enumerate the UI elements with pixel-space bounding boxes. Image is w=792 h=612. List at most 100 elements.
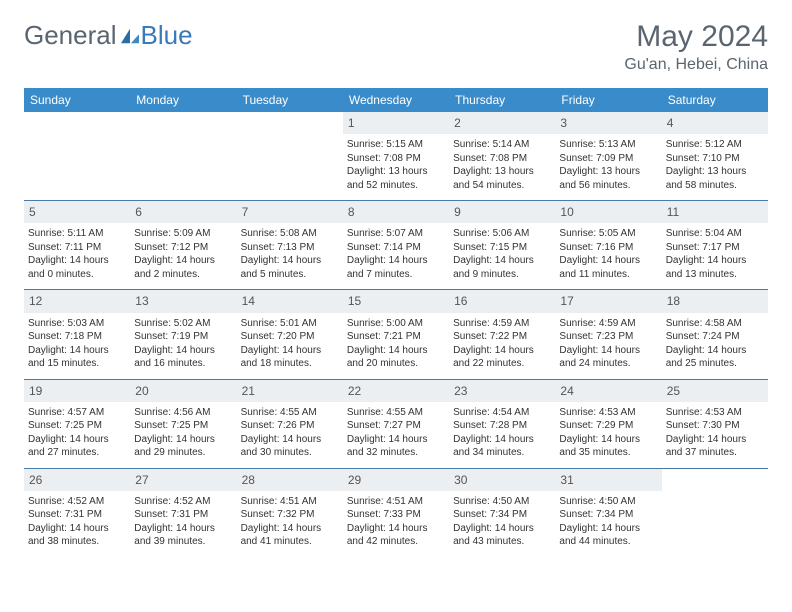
sunrise-text: Sunrise: 5:05 AM (559, 227, 657, 241)
sunrise-text: Sunrise: 5:08 AM (241, 227, 339, 241)
sail-icon (119, 27, 141, 45)
calendar-day-cell: 28Sunrise: 4:51 AMSunset: 7:32 PMDayligh… (237, 468, 343, 557)
calendar-day-cell: 9Sunrise: 5:06 AMSunset: 7:15 PMDaylight… (449, 201, 555, 290)
day-number: 17 (555, 290, 661, 312)
brand-part1: General (24, 20, 117, 51)
sunset-text: Sunset: 7:24 PM (666, 330, 764, 344)
page-title: May 2024 (624, 20, 768, 54)
day-number (237, 112, 343, 118)
weekday-header: Sunday (24, 88, 130, 112)
sunset-text: Sunset: 7:25 PM (28, 419, 126, 433)
day-number: 24 (555, 380, 661, 402)
sunset-text: Sunset: 7:30 PM (666, 419, 764, 433)
daylight-text: Daylight: 13 hours and 52 minutes. (347, 165, 445, 192)
sunset-text: Sunset: 7:18 PM (28, 330, 126, 344)
sunset-text: Sunset: 7:34 PM (559, 508, 657, 522)
calendar-day-cell (130, 112, 236, 201)
daylight-text: Daylight: 14 hours and 24 minutes. (559, 344, 657, 371)
day-number: 6 (130, 201, 236, 223)
daylight-text: Daylight: 13 hours and 58 minutes. (666, 165, 764, 192)
day-details: Sunrise: 5:03 AMSunset: 7:18 PMDaylight:… (28, 317, 126, 371)
day-details: Sunrise: 5:11 AMSunset: 7:11 PMDaylight:… (28, 227, 126, 281)
day-number: 21 (237, 380, 343, 402)
daylight-text: Daylight: 13 hours and 54 minutes. (453, 165, 551, 192)
daylight-text: Daylight: 14 hours and 5 minutes. (241, 254, 339, 281)
day-details: Sunrise: 4:56 AMSunset: 7:25 PMDaylight:… (134, 406, 232, 460)
brand-part2: Blue (141, 20, 193, 51)
day-number: 2 (449, 112, 555, 134)
calendar-day-cell: 26Sunrise: 4:52 AMSunset: 7:31 PMDayligh… (24, 468, 130, 557)
calendar-day-cell: 22Sunrise: 4:55 AMSunset: 7:27 PMDayligh… (343, 379, 449, 468)
day-number: 15 (343, 290, 449, 312)
day-details: Sunrise: 5:05 AMSunset: 7:16 PMDaylight:… (559, 227, 657, 281)
day-details: Sunrise: 4:53 AMSunset: 7:30 PMDaylight:… (666, 406, 764, 460)
day-number: 11 (662, 201, 768, 223)
sunset-text: Sunset: 7:13 PM (241, 241, 339, 255)
calendar-day-cell: 19Sunrise: 4:57 AMSunset: 7:25 PMDayligh… (24, 379, 130, 468)
calendar-week-row: 26Sunrise: 4:52 AMSunset: 7:31 PMDayligh… (24, 468, 768, 557)
calendar-day-cell: 4 Sunrise: 5:12 AMSunset: 7:10 PMDaylight… (662, 112, 768, 201)
sunset-text: Sunset: 7:34 PM (453, 508, 551, 522)
day-number: 16 (449, 290, 555, 312)
daylight-text: Daylight: 14 hours and 35 minutes. (559, 433, 657, 460)
day-number: 14 (237, 290, 343, 312)
day-details: Sunrise: 5:01 AMSunset: 7:20 PMDaylight:… (241, 317, 339, 371)
calendar-day-cell: 23Sunrise: 4:54 AMSunset: 7:28 PMDayligh… (449, 379, 555, 468)
sunset-text: Sunset: 7:25 PM (134, 419, 232, 433)
daylight-text: Daylight: 14 hours and 16 minutes. (134, 344, 232, 371)
sunrise-text: Sunrise: 5:09 AM (134, 227, 232, 241)
sunrise-text: Sunrise: 5:14 AM (453, 138, 551, 152)
day-number: 30 (449, 469, 555, 491)
daylight-text: Daylight: 14 hours and 44 minutes. (559, 522, 657, 549)
weekday-header: Wednesday (343, 88, 449, 112)
calendar-day-cell: 12Sunrise: 5:03 AMSunset: 7:18 PMDayligh… (24, 290, 130, 379)
sunrise-text: Sunrise: 4:55 AM (347, 406, 445, 420)
sunset-text: Sunset: 7:31 PM (28, 508, 126, 522)
day-number (662, 469, 768, 475)
day-number: 27 (130, 469, 236, 491)
calendar-day-cell: 15Sunrise: 5:00 AMSunset: 7:21 PMDayligh… (343, 290, 449, 379)
sunset-text: Sunset: 7:21 PM (347, 330, 445, 344)
sunrise-text: Sunrise: 5:12 AM (666, 138, 764, 152)
daylight-text: Daylight: 14 hours and 30 minutes. (241, 433, 339, 460)
day-number: 25 (662, 380, 768, 402)
sunrise-text: Sunrise: 5:15 AM (347, 138, 445, 152)
calendar-day-cell: 3Sunrise: 5:13 AMSunset: 7:09 PMDaylight… (555, 112, 661, 201)
calendar-day-cell: 11 Sunrise: 5:04 AMSunset: 7:17 PMDayligh… (662, 201, 768, 290)
calendar-day-cell: 7Sunrise: 5:08 AMSunset: 7:13 PMDaylight… (237, 201, 343, 290)
weekday-header: Saturday (662, 88, 768, 112)
day-number: 31 (555, 469, 661, 491)
day-details: Sunrise: 4:55 AMSunset: 7:26 PMDaylight:… (241, 406, 339, 460)
sunset-text: Sunset: 7:27 PM (347, 419, 445, 433)
calendar-day-cell: 27Sunrise: 4:52 AMSunset: 7:31 PMDayligh… (130, 468, 236, 557)
day-details: Sunrise: 5:04 AMSunset: 7:17 PMDaylight:… (666, 227, 764, 281)
day-number (130, 112, 236, 118)
day-details: Sunrise: 5:12 AMSunset: 7:10 PMDaylight:… (666, 138, 764, 192)
day-number: 4 (662, 112, 768, 134)
day-details: Sunrise: 5:15 AMSunset: 7:08 PMDaylight:… (347, 138, 445, 192)
sunrise-text: Sunrise: 4:59 AM (559, 317, 657, 331)
daylight-text: Daylight: 14 hours and 25 minutes. (666, 344, 764, 371)
sunrise-text: Sunrise: 4:54 AM (453, 406, 551, 420)
day-details: Sunrise: 4:53 AMSunset: 7:29 PMDaylight:… (559, 406, 657, 460)
day-number: 18 (662, 290, 768, 312)
day-number: 3 (555, 112, 661, 134)
daylight-text: Daylight: 13 hours and 56 minutes. (559, 165, 657, 192)
day-details: Sunrise: 5:06 AMSunset: 7:15 PMDaylight:… (453, 227, 551, 281)
daylight-text: Daylight: 14 hours and 43 minutes. (453, 522, 551, 549)
day-number: 23 (449, 380, 555, 402)
day-details: Sunrise: 5:08 AMSunset: 7:13 PMDaylight:… (241, 227, 339, 281)
sunset-text: Sunset: 7:09 PM (559, 152, 657, 166)
calendar-day-cell (237, 112, 343, 201)
sunset-text: Sunset: 7:20 PM (241, 330, 339, 344)
day-number: 10 (555, 201, 661, 223)
calendar-day-cell: 6Sunrise: 5:09 AMSunset: 7:12 PMDaylight… (130, 201, 236, 290)
sunrise-text: Sunrise: 5:03 AM (28, 317, 126, 331)
daylight-text: Daylight: 14 hours and 34 minutes. (453, 433, 551, 460)
daylight-text: Daylight: 14 hours and 41 minutes. (241, 522, 339, 549)
calendar-day-cell (24, 112, 130, 201)
daylight-text: Daylight: 14 hours and 18 minutes. (241, 344, 339, 371)
calendar-day-cell: 21 Sunrise: 4:55 AMSunset: 7:26 PMDayligh… (237, 379, 343, 468)
sunrise-text: Sunrise: 4:52 AM (28, 495, 126, 509)
location-text: Gu'an, Hebei, China (624, 56, 768, 74)
